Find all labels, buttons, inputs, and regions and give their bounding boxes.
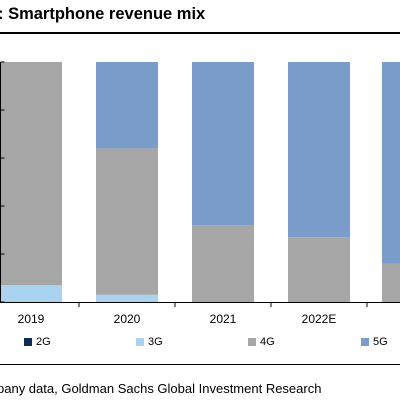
- legend-label: 2G: [36, 336, 51, 348]
- bar-2020-5g: [96, 62, 158, 149]
- legend-item-3g: 3G: [136, 333, 163, 351]
- legend-item-4g: 4G: [248, 333, 275, 351]
- legend-label: 4G: [260, 336, 275, 348]
- bar-2022e-4g: [288, 237, 350, 302]
- bar-2021-4g: [192, 225, 254, 302]
- legend: 2G 3G 4G 5G: [0, 333, 400, 351]
- bar-2020-3g: [96, 294, 158, 302]
- x-tick-label: 2021: [210, 312, 237, 326]
- legend-label: 3G: [148, 336, 163, 348]
- x-tick-label: 2022E: [302, 312, 337, 326]
- legend-label: 5G: [373, 336, 388, 348]
- bar-2021-5g: [192, 62, 254, 226]
- legend-swatch: [24, 338, 32, 346]
- bar-2022e-5g: [288, 62, 350, 238]
- bar-2020-4g: [96, 148, 158, 295]
- bars-group: [0, 62, 400, 302]
- x-tick-label: 2019: [18, 312, 45, 326]
- bar-2019-4g: [0, 62, 62, 286]
- source-rule: [0, 364, 400, 365]
- bar-2019-3g: [0, 285, 62, 302]
- x-tick-label: 2020: [114, 312, 141, 326]
- bar-2-5g: [382, 62, 400, 264]
- chart-title: : Smartphone revenue mix: [0, 5, 206, 23]
- bar-2-4g: [382, 263, 400, 302]
- legend-swatch: [361, 338, 369, 346]
- source-note: pany data, Goldman Sachs Global Investme…: [0, 381, 322, 396]
- legend-swatch: [136, 338, 144, 346]
- legend-item-5g: 5G: [361, 333, 388, 351]
- legend-swatch: [248, 338, 256, 346]
- axes-group: [0, 61, 400, 307]
- title-rule: [0, 32, 400, 34]
- legend-item-2g: 2G: [24, 333, 51, 351]
